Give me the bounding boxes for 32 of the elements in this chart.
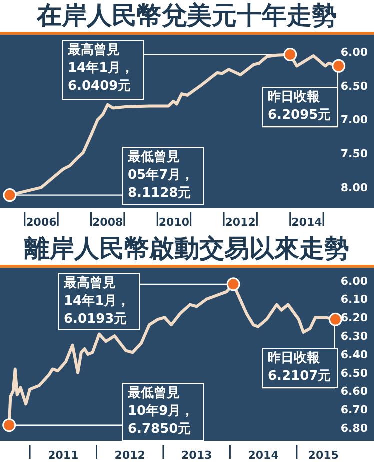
annotation: 最高曾見 14年1月， 6.0193元 [64,275,132,329]
y-tick-label: 6.20 [340,312,368,325]
annotation: 昨日收報 6.2095元 [268,89,332,125]
x-tick-label: 2012 [114,449,146,462]
y-tick-label: 8.00 [340,182,368,195]
annotation: 最低曾見 05年7月， 8.1128元 [128,149,196,203]
x-tick-label: 2015 [308,449,339,462]
y-tick-label: 6.50 [340,366,368,380]
y-tick-label: 6.70 [340,404,368,417]
x-tick-label: 2013 [182,449,212,462]
chart-title: 在岸人民幣兌美元十年走勢 [36,0,338,32]
y-tick-label: 6.50 [340,80,368,93]
x-tick-label: 2006 [26,216,58,229]
x-tick-label: 2014 [292,216,323,229]
y-tick-label: 6.00 [340,46,368,59]
y-tick-label: 6.10 [340,293,368,306]
x-tick-label: 2012 [225,216,256,229]
y-tick-label: 6.30 [340,330,368,343]
y-tick-label: 7.50 [340,148,368,161]
x-tick-label: 2010 [158,216,190,229]
x-tick-label: 2014 [248,449,280,462]
x-tick-label: 2011 [48,449,79,462]
chart-title: 離岸人民幣啟動交易以來走勢 [24,233,350,265]
x-tick-label: 2008 [92,216,124,229]
y-tick-label: 6.60 [340,385,368,398]
annotation: 昨日收報 6.2107元 [268,350,332,386]
y-tick-label: 6.80 [340,422,368,436]
y-tick-label: 7.00 [340,114,368,127]
y-tick-label: 6.40 [340,348,368,362]
annotation: 最低曾見 10年9月， 6.7850元 [128,385,196,439]
y-tick-label: 6.00 [340,274,368,288]
annotation: 最高曾見 14年1月， 6.0409元 [68,42,136,96]
